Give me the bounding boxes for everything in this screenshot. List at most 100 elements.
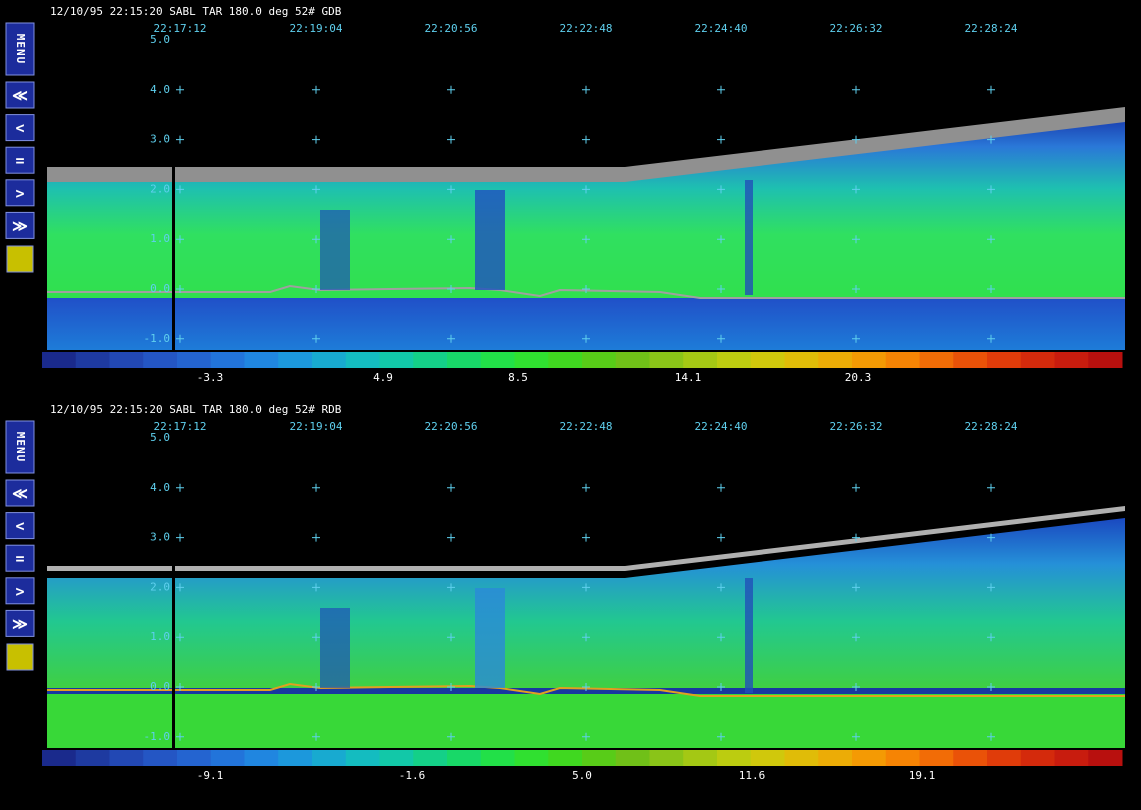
grid-cross: [176, 732, 184, 741]
nav-button-label: >: [15, 582, 24, 600]
nav-button[interactable]: [5, 609, 35, 637]
grid-cross: [312, 235, 320, 244]
grid-cross: [582, 85, 590, 94]
colorbar-cell: [852, 750, 887, 766]
y-label: -1.0: [144, 730, 171, 743]
y-label: 1.0: [150, 232, 170, 245]
time-label: 22:26:32: [830, 22, 883, 35]
grid-cross: [852, 583, 860, 592]
colorbar-label: 14.1: [675, 371, 702, 384]
colorbar-cell: [75, 750, 110, 766]
colorbar-cell: [818, 750, 853, 766]
colorbar-label: -1.6: [399, 769, 426, 782]
colorbar-cell: [683, 352, 718, 368]
grid-cross: [312, 135, 320, 144]
colorbar-label: 5.0: [572, 769, 592, 782]
grid-cross: [447, 583, 455, 592]
grid-cross: [717, 683, 725, 691]
colorbar-label: -3.3: [197, 371, 224, 384]
color-button[interactable]: [6, 245, 34, 273]
colorbar-cell: [784, 352, 819, 368]
nav-button[interactable]: [5, 179, 35, 207]
menu-label: MENU: [14, 34, 27, 65]
grid-cross: [312, 483, 320, 492]
grid-cross: [447, 683, 455, 691]
colorbar-cell: [514, 750, 549, 766]
grid-cross: [447, 732, 455, 741]
grid-cross: [717, 85, 725, 94]
nav-button[interactable]: [5, 577, 35, 605]
nav-button[interactable]: [5, 479, 35, 507]
colorbar-cell: [447, 352, 482, 368]
grid-cross: [312, 732, 320, 741]
colorbar-cell: [1020, 352, 1055, 368]
nav-button[interactable]: [5, 146, 35, 174]
plume: [745, 180, 753, 295]
time-label: 22:17:12: [154, 22, 207, 35]
grid-cross: [987, 85, 995, 94]
grid-cross: [312, 285, 320, 293]
grid-cross: [582, 285, 590, 293]
grid-cross: [717, 533, 725, 542]
nav-button-label: ≪: [12, 87, 28, 105]
grid-cross: [176, 683, 184, 691]
grid-cross: [852, 732, 860, 741]
time-label: 22:28:24: [965, 22, 1018, 35]
plume: [475, 588, 505, 688]
menu-label: MENU: [14, 432, 27, 463]
y-label: 5.0: [150, 431, 170, 444]
colorbar-cell: [548, 750, 583, 766]
colorbar-cell: [1088, 352, 1123, 368]
grid-cross: [852, 483, 860, 492]
time-label: 22:26:32: [830, 420, 883, 433]
grid-cross: [447, 135, 455, 144]
time-label: 22:22:48: [560, 22, 613, 35]
nav-button-label: ≫: [12, 217, 28, 235]
plume: [475, 190, 505, 290]
cursor-line: [172, 563, 175, 751]
colorbar-label: 4.9: [373, 371, 393, 384]
nav-button[interactable]: [5, 544, 35, 572]
grid-cross: [852, 334, 860, 343]
nav-button[interactable]: [5, 81, 35, 109]
cursor-line: [172, 165, 175, 353]
grid-cross: [987, 334, 995, 343]
colorbar-cell: [1020, 750, 1055, 766]
nav-button[interactable]: [5, 211, 35, 239]
plume: [320, 210, 350, 290]
colorbar-label: 20.3: [845, 371, 872, 384]
colorbar-cell: [885, 750, 920, 766]
side-menu: MENU ≪ < = > ≫: [5, 22, 35, 273]
grid-cross: [852, 633, 860, 642]
grid-cross: [582, 334, 590, 343]
colorbar-cell: [244, 352, 279, 368]
panel-header: 12/10/95 22:15:20 SABL TAR 180.0 deg 52#…: [50, 5, 342, 18]
y-label: 3.0: [150, 133, 170, 146]
grid-cross: [312, 185, 320, 194]
nav-button[interactable]: [5, 114, 35, 142]
colorbar-cell: [615, 750, 650, 766]
grid-cross: [447, 633, 455, 642]
grid-cross: [582, 135, 590, 144]
colorbar-cell: [210, 750, 245, 766]
colorbar-cell: [143, 750, 178, 766]
grid-cross: [176, 483, 184, 492]
grid-cross: [717, 334, 725, 343]
grid-cross: [987, 633, 995, 642]
nav-button[interactable]: [5, 512, 35, 540]
nav-button-label: ≫: [12, 615, 28, 633]
grid-cross: [582, 533, 590, 542]
y-label: -1.0: [144, 332, 171, 345]
color-button[interactable]: [6, 643, 34, 671]
grid-cross: [447, 185, 455, 194]
grid-cross: [312, 583, 320, 592]
colorbar-cell: [177, 352, 212, 368]
grid-cross: [987, 683, 995, 691]
menu-button[interactable]: [5, 22, 35, 76]
colorbar-cell: [345, 352, 380, 368]
grid-cross: [312, 334, 320, 343]
grid-cross: [312, 85, 320, 94]
menu-button[interactable]: [5, 420, 35, 474]
grid-cross: [717, 285, 725, 293]
grid-cross: [447, 334, 455, 343]
